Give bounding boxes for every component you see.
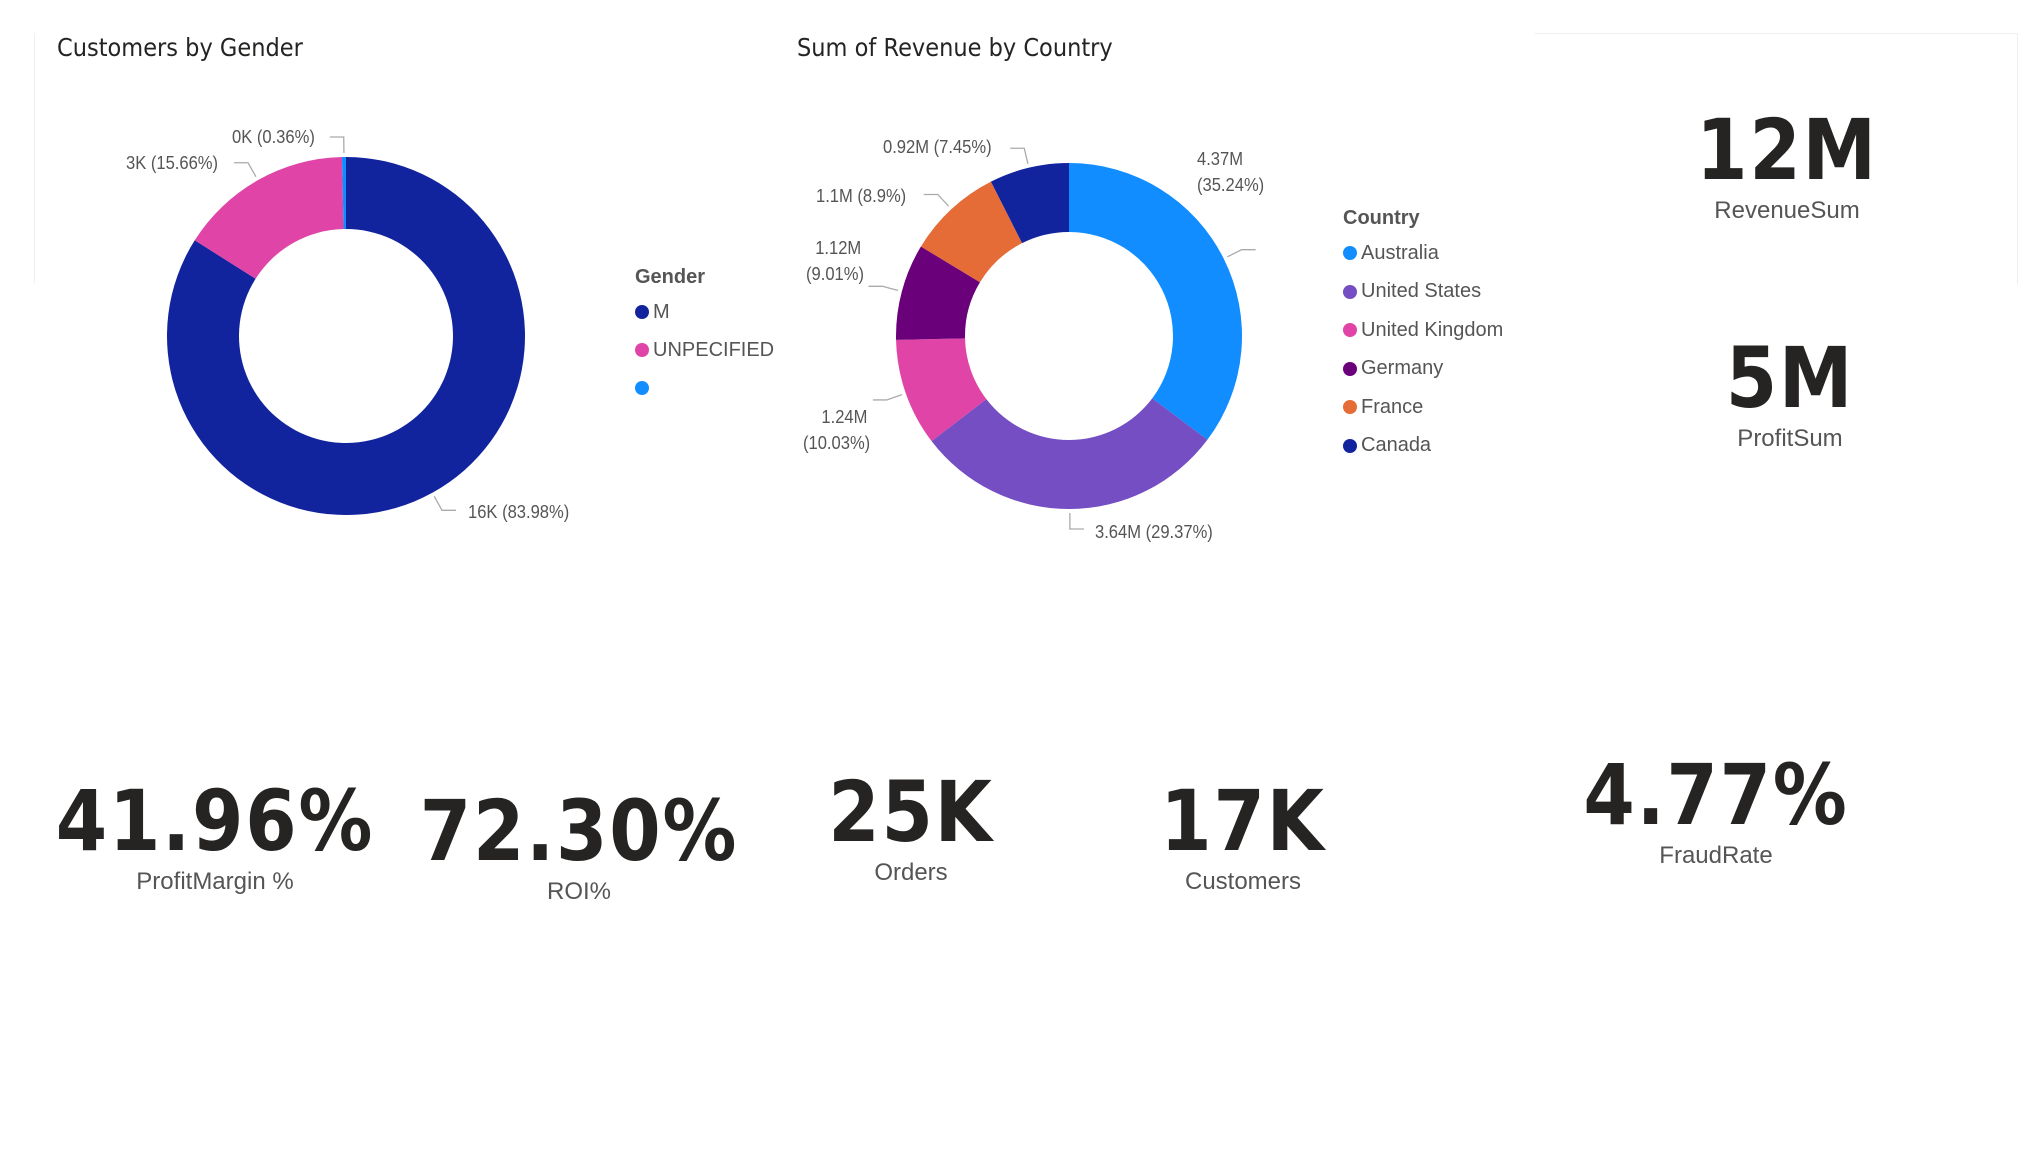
legend-item-unspecified[interactable]: UNPECIFIED (635, 335, 774, 365)
legend-dot-icon (1343, 246, 1357, 261)
country-chart-title: Sum of Revenue by Country (797, 33, 1113, 62)
country-label-australia: 4.37M (35.24%) (1197, 146, 1264, 198)
legend-dot-icon (635, 305, 649, 319)
legend-item-france[interactable]: France (1343, 392, 1503, 423)
country-slice-canada[interactable] (990, 163, 1069, 244)
gender-chart-title: Customers by Gender (57, 33, 303, 62)
gender-leader-line (234, 162, 257, 178)
legend-label: France (1361, 395, 1424, 418)
kpi-profit-margin: 41.96% ProfitMargin % (34, 776, 396, 896)
kpi-value: 12M (1696, 101, 1878, 199)
gender-card-border (34, 33, 35, 283)
country-slice-united-states[interactable] (931, 398, 1208, 509)
country-label-uk: 1.24M (10.03%) (803, 404, 870, 456)
legend-item-united-kingdom[interactable]: United Kingdom (1343, 315, 1503, 346)
gender-legend: Gender M UNPECIFIED (635, 266, 774, 403)
kpi-label: ProfitMargin % (136, 868, 294, 895)
legend-dot-icon (1343, 400, 1357, 415)
country-leader-line (1069, 512, 1084, 530)
gender-slice-blank[interactable] (341, 157, 346, 230)
kpi-label: Customers (1184, 868, 1302, 895)
gender-label-m: 16K (83.98%) (468, 502, 570, 522)
country-leader-line (868, 285, 899, 292)
country-slice-australia[interactable] (1069, 163, 1242, 440)
kpi-fraud-rate: 4.77% FraudRate (1565, 750, 1866, 870)
country-leader-line (1010, 147, 1029, 164)
kpi-value: 5M (1725, 329, 1855, 427)
legend-dot-icon (635, 381, 649, 395)
label-percent: (9.01%) (806, 264, 864, 284)
country-slice-france[interactable] (920, 181, 1023, 283)
kpi-roi: 72.30% ROI% (398, 786, 760, 906)
kpi-value: 4.77% (1583, 746, 1849, 844)
kpi-revenue: 12M RevenueSum (1684, 105, 1890, 225)
country-slice-germany[interactable] (896, 246, 980, 340)
gender-label-unspecified: 3K (15.66%) (126, 153, 219, 173)
legend-dot-icon (1343, 284, 1357, 299)
label-percent: (35.24%) (1197, 175, 1265, 195)
country-label-canada: 0.92M (7.45%) (883, 137, 992, 157)
kpi-customers: 17K Customers (1149, 776, 1337, 896)
legend-item-blank[interactable] (635, 373, 774, 403)
legend-dot-icon (1343, 361, 1357, 376)
country-slice-united-kingdom[interactable] (896, 338, 987, 442)
gender-label-blank: 0K (0.36%) (232, 127, 315, 147)
legend-item-m[interactable]: M (635, 297, 774, 327)
legend-label: Canada (1361, 434, 1432, 457)
gender-slice-m[interactable] (167, 157, 526, 515)
country-label-france: 1.1M (8.9%) (816, 186, 907, 206)
legend-label: United Kingdom (1361, 318, 1504, 341)
country-leader-line (1227, 249, 1256, 258)
kpi-value: 25K (828, 763, 994, 861)
country-leader-line (872, 394, 903, 401)
gender-legend-title: Gender (635, 266, 706, 288)
legend-item-united-states[interactable]: United States (1343, 277, 1503, 308)
kpi-value: 41.96% (55, 772, 375, 870)
country-legend-title: Country (1343, 207, 1420, 229)
kpi-value: 17K (1160, 772, 1326, 870)
kpi-label: Orders (874, 859, 948, 886)
country-legend: Country Australia United States United Kin… (1343, 207, 1503, 461)
legend-item-germany[interactable]: Germany (1343, 354, 1503, 385)
kpi-label: RevenueSum (1714, 197, 1860, 224)
legend-dot-icon (1343, 323, 1357, 338)
kpi-label: FraudRate (1659, 842, 1773, 869)
label-value: 1.12M (815, 238, 862, 258)
legend-item-canada[interactable]: Canada (1343, 431, 1503, 462)
label-percent: (10.03%) (803, 433, 871, 453)
label-value: 1.24M (821, 407, 868, 427)
gender-leader-line (433, 495, 456, 511)
legend-dot-icon (635, 343, 649, 357)
kpi-label: ROI% (546, 878, 611, 905)
gender-slice-unpecified[interactable] (194, 157, 344, 279)
kpi-orders: 25K Orders (817, 767, 1005, 887)
country-label-germany: 1.12M (9.01%) (806, 235, 864, 287)
kpi-label: ProfitSum (1737, 425, 1843, 452)
legend-label: Germany (1361, 357, 1444, 380)
kpi-card-border (1535, 33, 2018, 284)
label-value: 4.37M (1197, 149, 1244, 169)
gender-leader-line (329, 136, 345, 154)
kpi-value: 72.30% (419, 782, 739, 880)
legend-dot-icon (1343, 438, 1357, 453)
kpi-profit: 5M ProfitSum (1717, 333, 1863, 453)
legend-item-australia[interactable]: Australia (1343, 238, 1503, 269)
country-label-us: 3.64M (29.37%) (1095, 522, 1213, 542)
legend-label: Australia (1361, 241, 1439, 264)
country-leader-line (923, 193, 950, 207)
legend-label: UNPECIFIED (653, 338, 775, 361)
legend-label: United States (1361, 280, 1482, 303)
legend-label: M (653, 300, 670, 323)
